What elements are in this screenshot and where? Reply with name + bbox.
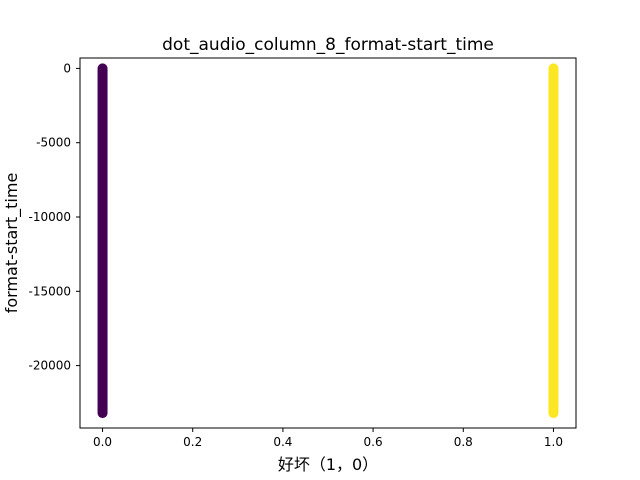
x-axis-label: 好坏（1，0） <box>278 455 378 474</box>
point-column-0 <box>97 63 108 419</box>
x-axis: 0.0 0.2 0.4 0.6 0.8 1.0 <box>93 428 563 449</box>
x-tick-label-1: 0.2 <box>183 435 202 449</box>
series-0 <box>97 63 108 419</box>
plot-frame <box>79 57 577 429</box>
y-tick-label-4: -20000 <box>28 359 71 373</box>
y-tick-label-3: -15000 <box>28 284 71 298</box>
plot-area <box>97 63 559 419</box>
y-tick-label-0: 0 <box>63 61 71 75</box>
x-tick-label-5: 1.0 <box>544 435 563 449</box>
x-tick-label-4: 0.8 <box>454 435 473 449</box>
point-column-1 <box>548 63 559 419</box>
chart-title: dot_audio_column_8_format-start_time <box>162 35 494 55</box>
y-axis-label: format-start_time <box>2 173 22 314</box>
y-tick-label-1: -5000 <box>36 136 71 150</box>
x-tick-label-0: 0.0 <box>93 435 112 449</box>
y-tick-label-2: -10000 <box>28 210 71 224</box>
x-tick-label-3: 0.6 <box>364 435 383 449</box>
x-tick-label-2: 0.4 <box>273 435 292 449</box>
y-axis: 0 -5000 -10000 -15000 -20000 <box>28 61 80 373</box>
series-1 <box>548 63 559 419</box>
